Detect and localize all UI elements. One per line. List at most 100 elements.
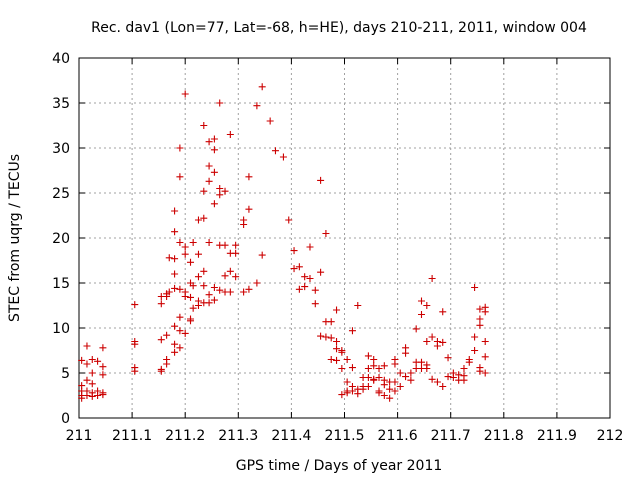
data-point [481,308,489,316]
data-point [176,344,184,352]
data-point [370,362,378,370]
data-point [205,177,213,185]
data-point [370,376,378,384]
data-point [78,394,86,402]
data-point [245,205,253,213]
data-point [200,282,208,290]
data-point [391,378,399,386]
data-point [171,284,179,292]
chart-title: Rec. dav1 (Lon=77, Lat=-68, h=HE), days … [91,20,587,36]
data-point [165,254,173,262]
data-point [245,285,253,293]
data-point [194,216,202,224]
data-point [210,200,218,208]
data-point [471,284,479,291]
data-point [301,283,309,291]
data-point [386,385,394,393]
data-point [433,342,441,350]
x-tick-label: 211.4 [271,428,311,444]
data-point [465,358,473,366]
data-point [88,392,96,400]
data-point [364,365,372,372]
data-point [171,207,179,215]
data-point [396,369,404,377]
data-point [205,291,213,299]
data-point [131,367,139,375]
data-point [194,273,202,281]
data-point [176,173,184,181]
data-point [205,239,213,246]
data-point [386,394,394,402]
data-point [226,288,234,296]
data-point [343,356,351,363]
data-point [157,336,165,344]
y-tick-label: 5 [61,366,70,382]
data-point [391,360,399,368]
data-point [370,356,378,363]
data-point [171,228,179,236]
data-point [338,365,346,372]
data-point [460,365,468,372]
data-point [380,381,388,389]
data-point [88,380,96,388]
x-tick-label: 211.9 [537,428,577,444]
data-point [200,214,208,222]
data-point [176,313,184,321]
data-point [354,302,362,309]
y-axis-ticks: 0 5 10 15 20 25 30 35 40 [52,51,610,427]
data-point [171,340,179,348]
data-point [83,342,91,350]
data-point [285,216,293,224]
data-point [476,315,484,323]
data-point [481,338,489,345]
data-point [88,356,96,363]
data-point [210,284,218,291]
y-tick-label: 25 [52,186,70,202]
data-point [171,322,179,330]
data-point [205,162,213,170]
data-point [423,338,431,345]
data-point [205,299,213,307]
data-point [83,360,91,368]
data-point [428,275,436,282]
x-tick-label: 211.5 [324,428,364,444]
data-point [176,285,184,293]
data-point [83,376,91,384]
data-point [428,375,436,383]
data-point [94,392,102,399]
data-point [333,338,341,345]
x-tick-label: 211.1 [112,428,152,444]
data-point [481,353,489,361]
data-point [348,327,356,335]
data-point [171,348,179,356]
data-point [407,376,415,384]
data-point [163,331,171,339]
x-tick-label: 211.6 [378,428,418,444]
data-point [311,286,319,294]
data-point [181,90,189,98]
data-point [210,146,218,154]
data-point [348,387,356,395]
data-point [131,340,139,348]
data-point [253,102,261,110]
y-tick-label: 35 [52,96,70,112]
data-point [348,364,356,372]
data-point [327,334,335,342]
data-point [226,131,234,138]
data-point [216,185,224,192]
data-point [380,362,388,370]
data-point [88,369,96,377]
data-point [216,191,224,199]
data-point [306,275,314,282]
data-point [187,317,195,325]
data-point [471,347,479,354]
data-point [83,392,91,399]
data-point [232,241,240,249]
data-point [338,348,346,356]
data-point [471,333,479,341]
data-point [165,288,173,296]
data-point [423,365,431,372]
data-point [354,390,362,398]
data-point [181,293,189,300]
